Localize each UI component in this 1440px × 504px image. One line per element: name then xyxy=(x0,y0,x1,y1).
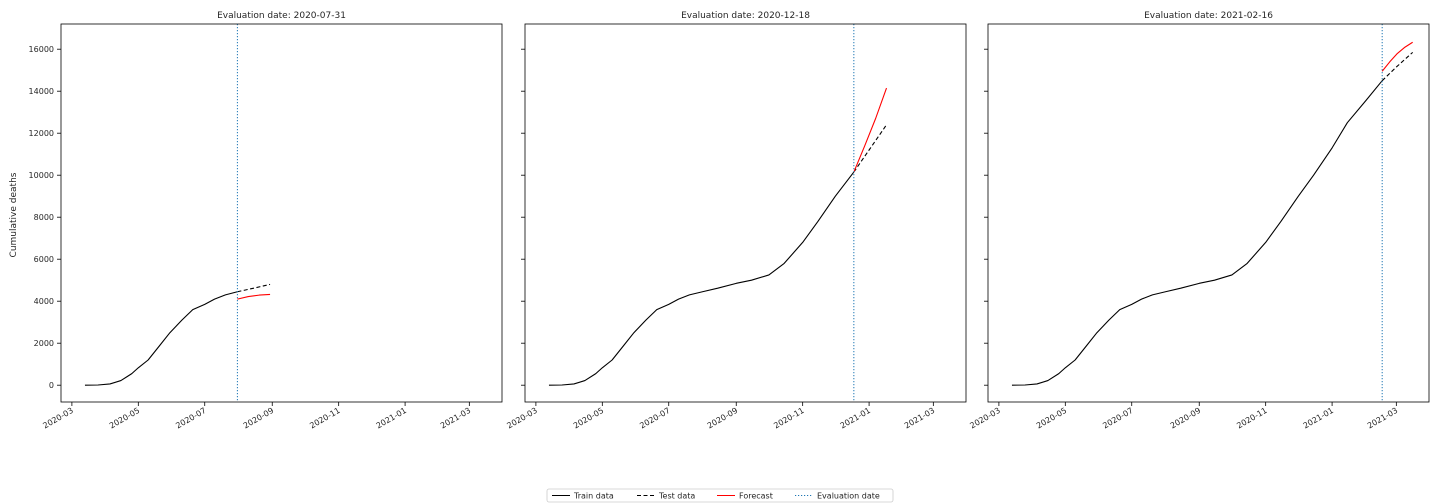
y-tick-label: 8000 xyxy=(34,213,54,222)
x-tick-label: 2020-09 xyxy=(1169,406,1202,431)
x-tick-label: 2021-03 xyxy=(439,406,472,431)
legend-item-evaluation-date: Evaluation date xyxy=(795,492,880,501)
x-tick-label: 2020-11 xyxy=(772,406,805,431)
plot-area xyxy=(84,24,271,402)
x-tick-label: 2020-05 xyxy=(1035,406,1068,431)
series-test-data xyxy=(853,124,887,173)
x-tick-label: 2020-05 xyxy=(108,406,141,431)
y-tick-label: 12000 xyxy=(29,129,54,138)
series-train-data xyxy=(1011,80,1383,386)
panel-title: Evaluation date: 2020-07-31 xyxy=(217,11,346,21)
legend-label: Evaluation date xyxy=(817,492,880,501)
legend-label: Test data xyxy=(658,492,695,501)
y-axis-label: Cumulative deaths xyxy=(9,172,19,257)
x-tick-label: 2020-09 xyxy=(706,406,739,431)
legend-item-test-data: Test data xyxy=(637,492,695,501)
x-tick-label: 2021-03 xyxy=(903,406,936,431)
series-forecast xyxy=(853,87,888,173)
axes-frame xyxy=(524,23,967,403)
y-tick-label: 6000 xyxy=(34,255,54,264)
series-train-data xyxy=(548,171,855,386)
x-tick-label: 2020-03 xyxy=(41,406,74,431)
chart-panel-3: Evaluation date: 2021-02-16 2020-03 2020-0… xyxy=(968,11,1430,431)
legend-label: Train data xyxy=(573,492,614,501)
chart-panel-1: Evaluation date: 2020-07-31 0 2000 4000 6000… xyxy=(29,11,503,431)
x-tick-label: 2021-01 xyxy=(1302,406,1335,431)
series-test-data xyxy=(237,283,271,293)
y-tick-label: 14000 xyxy=(29,87,54,96)
plot-area xyxy=(548,24,888,402)
y-tick-label: 0 xyxy=(49,381,54,390)
panel-title: Evaluation date: 2020-12-18 xyxy=(681,11,810,21)
y-tick-label: 10000 xyxy=(29,171,54,180)
x-tick-label: 2020-07 xyxy=(174,406,207,431)
series-train-data xyxy=(84,291,238,386)
y-tick-label: 4000 xyxy=(34,297,54,306)
chart-panel-2: Evaluation date: 2020-12-18 2020-03 2020-0… xyxy=(505,11,967,431)
plot-area xyxy=(1011,24,1414,402)
series-forecast xyxy=(237,293,271,300)
y-tick-label: 2000 xyxy=(34,339,54,348)
panel-title: Evaluation date: 2021-02-16 xyxy=(1144,11,1273,21)
series-forecast xyxy=(1381,41,1413,72)
y-tick-label: 16000 xyxy=(29,45,54,54)
axes-frame xyxy=(60,23,503,403)
chart-panels: Evaluation date: 2020-07-31 0 2000 4000 6000… xyxy=(29,11,1430,431)
x-tick-label: 2020-11 xyxy=(308,406,341,431)
legend-label: Forecast xyxy=(739,492,773,501)
x-tick-label: 2020-11 xyxy=(1235,406,1268,431)
x-tick-label: 2020-05 xyxy=(572,406,605,431)
x-tick-label: 2021-01 xyxy=(839,406,872,431)
x-tick-label: 2020-07 xyxy=(638,406,671,431)
x-tick-label: 2021-01 xyxy=(375,406,408,431)
legend-item-forecast: Forecast xyxy=(717,492,773,501)
series-test-data xyxy=(1381,51,1414,82)
x-tick-label: 2020-03 xyxy=(505,406,538,431)
x-tick-label: 2020-09 xyxy=(242,406,275,431)
legend-item-train-data: Train data xyxy=(552,492,614,501)
x-tick-label: 2020-03 xyxy=(968,406,1001,431)
x-tick-label: 2020-07 xyxy=(1101,406,1134,431)
x-tick-label: 2021-03 xyxy=(1366,406,1399,431)
axes-frame xyxy=(987,23,1430,403)
legend: Train data Test data Forecast Evaluation da… xyxy=(546,488,894,503)
